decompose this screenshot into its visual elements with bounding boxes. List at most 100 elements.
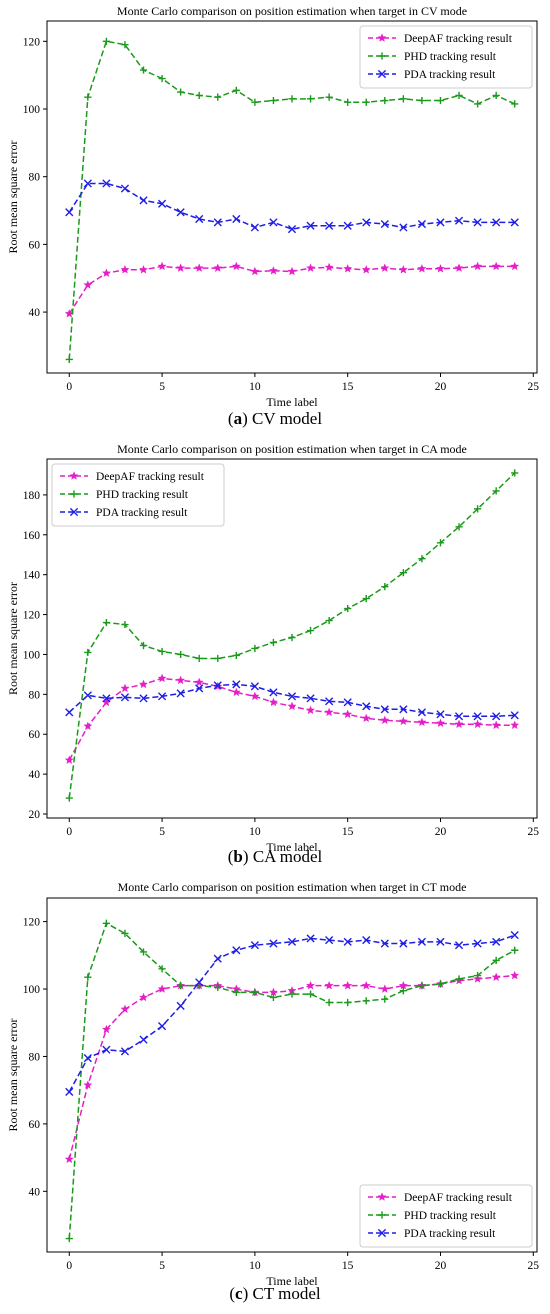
data-point bbox=[288, 633, 296, 642]
x-tick-label: 20 bbox=[435, 381, 447, 393]
data-point bbox=[83, 280, 93, 289]
chart-title: Monte Carlo comparison on position estim… bbox=[118, 880, 467, 894]
chart-ca: Monte Carlo comparison on position estim… bbox=[6, 442, 540, 854]
caption-letter: b bbox=[233, 847, 243, 866]
data-point bbox=[306, 626, 315, 635]
data-point bbox=[65, 208, 74, 217]
data-point bbox=[65, 708, 74, 717]
data-point bbox=[306, 990, 315, 998]
data-point bbox=[325, 697, 334, 706]
data-point bbox=[194, 263, 204, 272]
y-tick-label: 80 bbox=[29, 1051, 41, 1063]
legend-marker bbox=[377, 1192, 387, 1201]
data-point bbox=[251, 988, 259, 996]
data-point bbox=[436, 218, 445, 227]
series-line bbox=[68, 677, 515, 761]
data-point bbox=[138, 992, 149, 1002]
data-point bbox=[65, 1234, 73, 1243]
data-point bbox=[436, 937, 445, 946]
legend-label: PDA tracking result bbox=[404, 1228, 496, 1240]
data-point bbox=[454, 263, 464, 272]
x-tick-label: 10 bbox=[249, 381, 261, 393]
data-point bbox=[83, 1054, 92, 1063]
data-point bbox=[120, 265, 130, 274]
legend-box bbox=[51, 463, 225, 527]
y-tick-label: 100 bbox=[23, 649, 41, 661]
data-point bbox=[83, 691, 92, 700]
data-point bbox=[436, 96, 445, 105]
data-point bbox=[102, 1045, 111, 1054]
data-point bbox=[455, 523, 463, 531]
data-point bbox=[473, 939, 482, 948]
x-tick-label: 5 bbox=[159, 381, 165, 393]
y-tick-label: 120 bbox=[23, 917, 41, 929]
data-point bbox=[176, 208, 185, 217]
chart-panel-ct: Monte Carlo comparison on position estim… bbox=[0, 876, 550, 1314]
data-point bbox=[83, 721, 93, 731]
legend-marker bbox=[69, 507, 79, 517]
data-point bbox=[380, 939, 389, 948]
data-point bbox=[157, 984, 167, 993]
data-point bbox=[213, 218, 222, 227]
x-tick-label: 25 bbox=[528, 826, 540, 838]
data-point bbox=[250, 682, 259, 691]
data-point bbox=[157, 199, 167, 208]
caption-letter: a bbox=[233, 409, 243, 428]
data-point bbox=[157, 1022, 167, 1031]
data-point bbox=[250, 941, 259, 950]
caption-text: CV model bbox=[252, 409, 323, 428]
data-point bbox=[287, 692, 297, 701]
data-point bbox=[343, 698, 352, 707]
y-tick-label: 60 bbox=[29, 1119, 41, 1131]
data-point bbox=[344, 604, 352, 613]
x-tick-label: 0 bbox=[66, 1260, 72, 1272]
data-point bbox=[510, 261, 520, 271]
data-point bbox=[381, 96, 389, 105]
data-point bbox=[435, 718, 446, 728]
data-point bbox=[436, 980, 445, 988]
data-point bbox=[121, 620, 129, 629]
data-point bbox=[474, 505, 482, 513]
data-point bbox=[306, 221, 315, 230]
data-point bbox=[380, 263, 390, 272]
data-point bbox=[510, 218, 519, 227]
data-point bbox=[231, 261, 241, 271]
data-point bbox=[232, 214, 241, 224]
data-point bbox=[176, 689, 185, 698]
series-star bbox=[64, 970, 520, 1164]
data-point bbox=[343, 937, 352, 946]
data-point bbox=[65, 355, 73, 364]
series-plus bbox=[65, 37, 519, 364]
legend: DeepAF tracking result PHD tracking resul… bbox=[51, 463, 225, 527]
data-point bbox=[195, 684, 204, 693]
data-point bbox=[473, 218, 482, 227]
data-point bbox=[269, 993, 278, 1002]
data-point bbox=[306, 263, 316, 272]
y-axis-label: Root mean square error bbox=[6, 582, 20, 695]
data-point bbox=[362, 936, 371, 945]
legend-marker bbox=[377, 69, 387, 79]
data-point bbox=[454, 719, 464, 729]
caption-text: CT model bbox=[252, 1284, 321, 1303]
data-point bbox=[435, 263, 446, 273]
caption-ca: (b) CA model bbox=[227, 847, 323, 866]
data-point bbox=[325, 93, 333, 101]
data-point bbox=[177, 88, 185, 96]
data-point bbox=[231, 687, 241, 697]
data-point bbox=[491, 261, 501, 271]
data-point bbox=[492, 956, 500, 964]
chart-panel-cv: Monte Carlo comparison on position estim… bbox=[0, 0, 550, 438]
x-axis-label: Time label bbox=[266, 840, 318, 854]
data-point bbox=[269, 939, 278, 948]
legend-label: PDA tracking result bbox=[96, 507, 188, 519]
data-point bbox=[102, 37, 110, 45]
data-point bbox=[417, 717, 427, 727]
data-point bbox=[139, 196, 148, 205]
x-tick-label: 20 bbox=[435, 826, 447, 838]
data-point bbox=[399, 223, 408, 232]
data-point bbox=[417, 219, 427, 229]
data-point bbox=[288, 990, 296, 998]
data-point bbox=[232, 988, 240, 996]
series-x bbox=[65, 179, 519, 234]
data-point bbox=[84, 93, 92, 101]
